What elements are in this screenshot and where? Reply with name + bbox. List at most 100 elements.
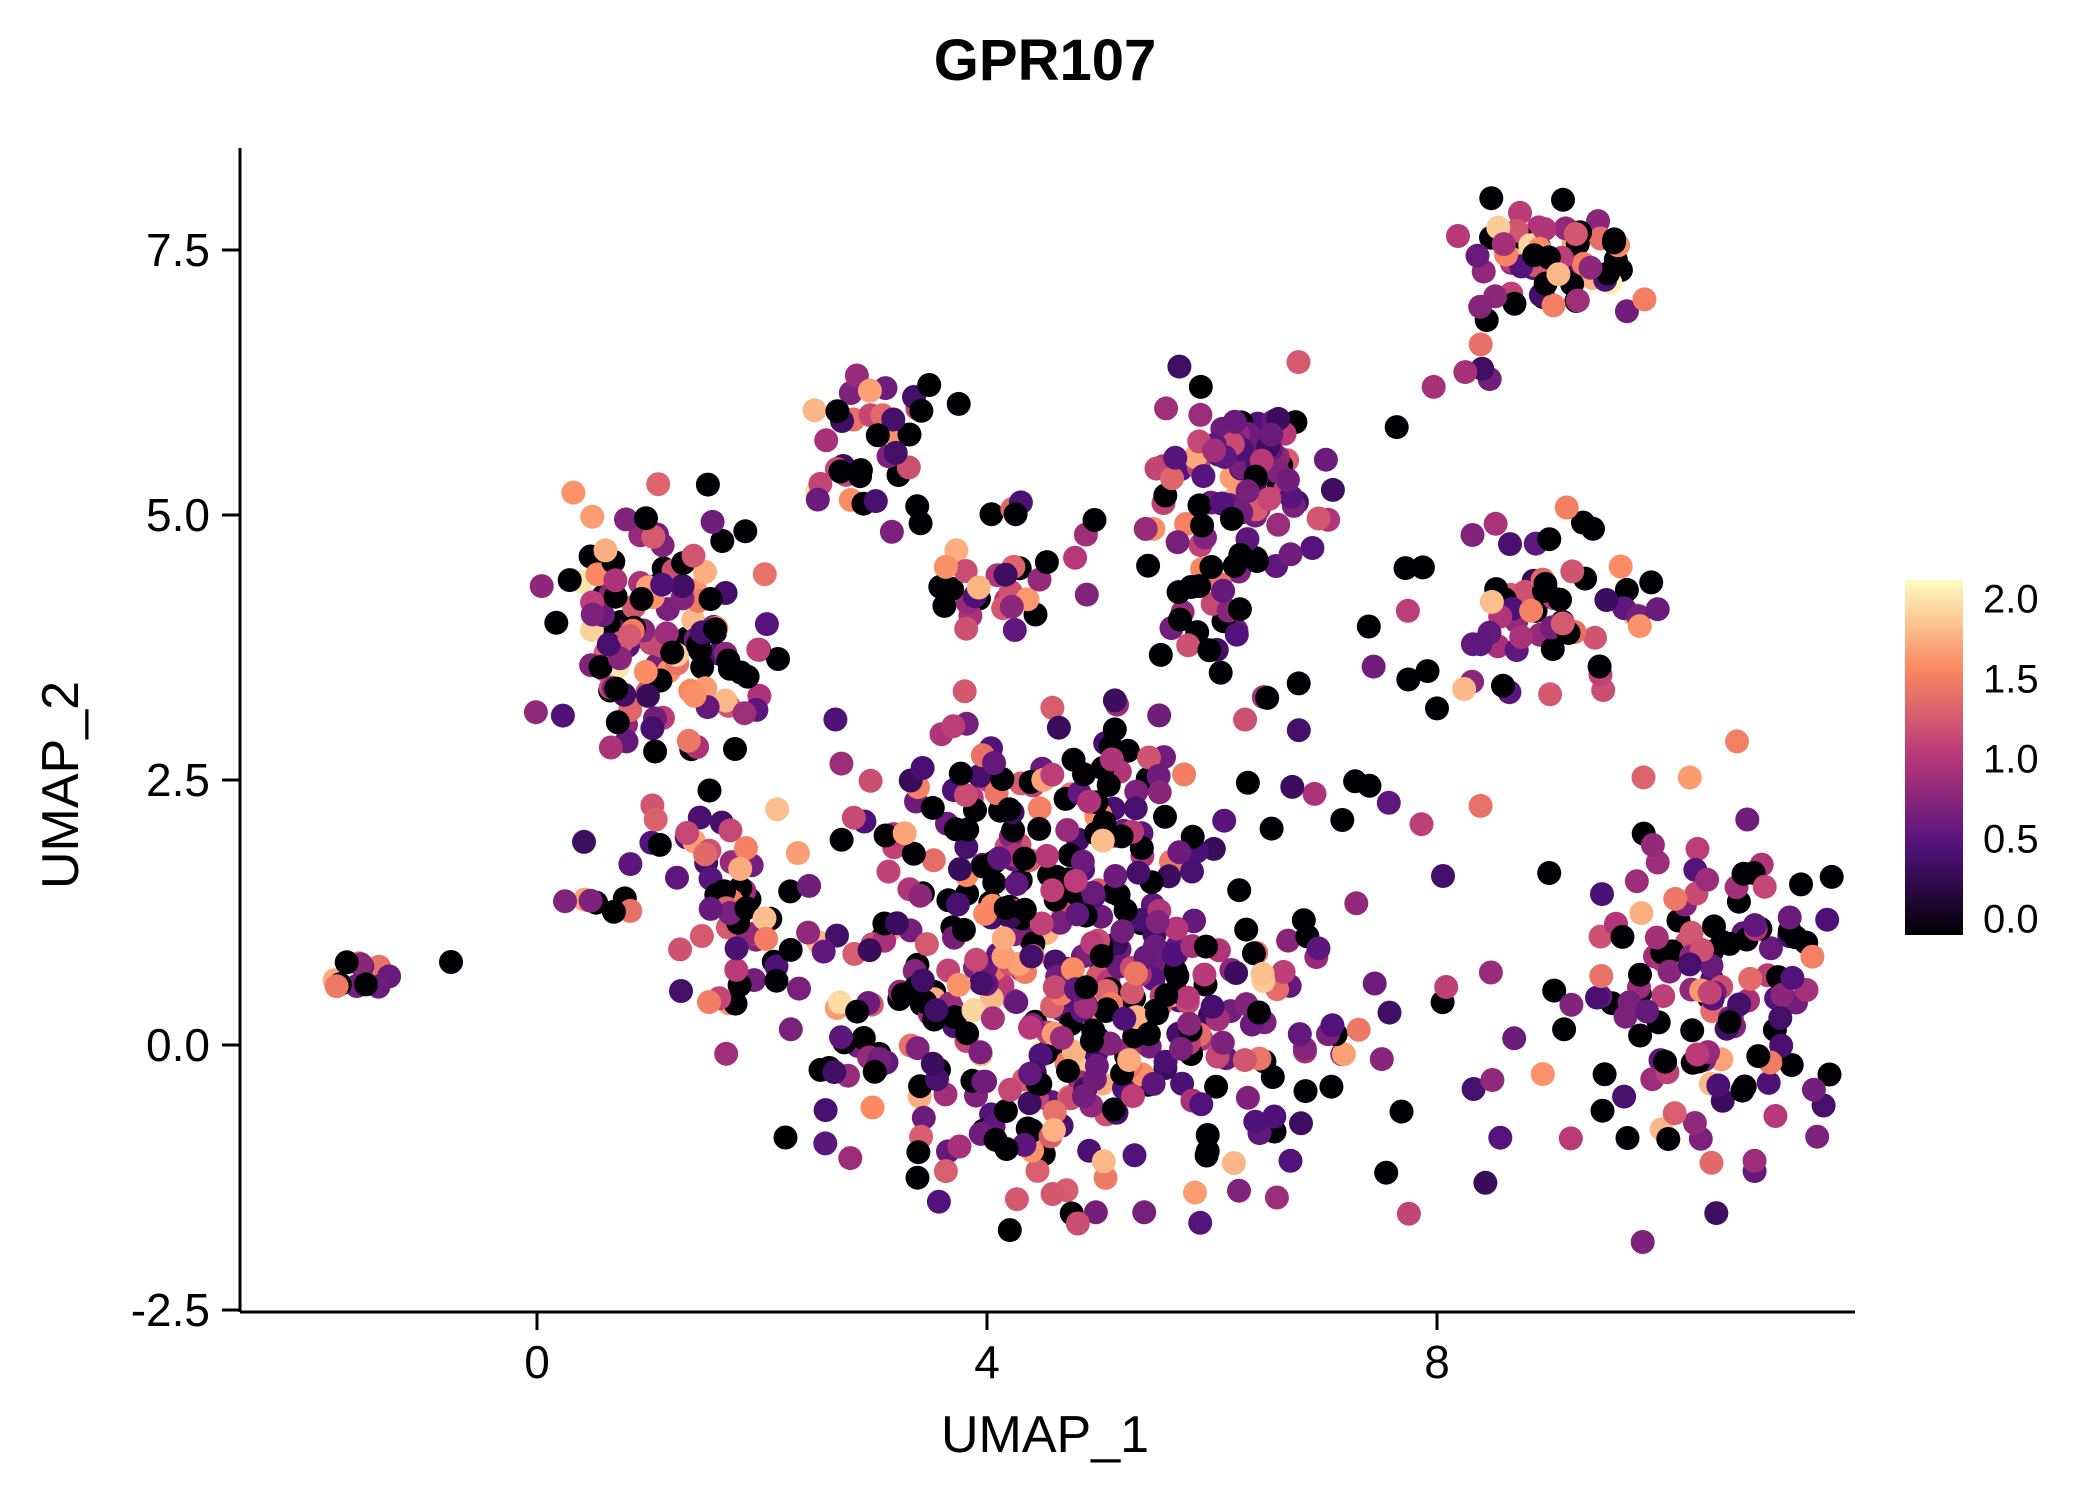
data-point [635, 683, 660, 708]
data-point [778, 1017, 803, 1042]
data-point [905, 1036, 930, 1061]
data-point [1512, 579, 1537, 604]
data-point [697, 778, 722, 803]
data-point [1330, 808, 1355, 832]
data-point [1608, 554, 1633, 579]
data-point [641, 524, 666, 549]
data-point [1508, 200, 1532, 225]
data-point [714, 1041, 739, 1066]
data-point [951, 917, 976, 942]
data-point [1293, 1079, 1318, 1104]
data-point [1120, 980, 1145, 1005]
data-point [681, 543, 706, 568]
data-point [1103, 864, 1128, 888]
data-point [640, 716, 665, 741]
data-point [1537, 527, 1562, 552]
data-point [1153, 804, 1177, 829]
data-point [1617, 990, 1642, 1015]
data-point [605, 710, 630, 735]
data-point [1735, 807, 1760, 832]
data-point [1635, 999, 1660, 1024]
data-point [954, 616, 979, 641]
data-point [1233, 707, 1258, 732]
data-point [879, 519, 904, 544]
data-point [1177, 1011, 1202, 1036]
data-point [1532, 217, 1557, 242]
data-point [603, 568, 628, 593]
data-point [785, 841, 810, 866]
data-point [947, 1134, 972, 1159]
data-point [1074, 975, 1099, 1000]
data-point [910, 756, 935, 780]
data-point [1195, 1123, 1220, 1147]
data-point [1199, 555, 1224, 579]
data-point [544, 610, 569, 635]
data-point [1250, 961, 1275, 986]
data-point [713, 688, 738, 713]
data-point [998, 1077, 1023, 1102]
data-point [1025, 1158, 1050, 1183]
data-point [933, 554, 958, 579]
data-point [1145, 909, 1170, 934]
data-point [1300, 536, 1325, 560]
data-point [618, 852, 643, 877]
data-point [1082, 508, 1107, 532]
data-point [1148, 642, 1173, 667]
data-point [892, 821, 917, 846]
data-point [1742, 1148, 1767, 1173]
data-point [1453, 360, 1478, 385]
data-point [1001, 818, 1026, 843]
data-point [439, 950, 463, 974]
data-point [1187, 493, 1212, 518]
data-point [1234, 917, 1259, 942]
data-point [689, 924, 714, 948]
data-point [1559, 992, 1584, 1017]
data-point [1012, 897, 1037, 922]
data-point [523, 700, 548, 725]
data-point [650, 572, 675, 597]
data-point [1612, 1084, 1637, 1109]
data-point [1468, 632, 1493, 657]
data-point [1614, 299, 1639, 324]
data-point [1563, 222, 1588, 246]
data-point [1706, 1073, 1731, 1098]
data-point [1286, 350, 1311, 375]
data-point [1374, 1160, 1399, 1185]
data-point [1660, 939, 1685, 964]
data-point [700, 509, 725, 534]
data-point [1109, 824, 1134, 849]
data-point [1176, 633, 1201, 658]
data-point [1768, 1006, 1793, 1030]
data-point [1742, 913, 1767, 938]
data-point [754, 612, 779, 637]
data-point [1208, 660, 1233, 685]
data-point [1589, 964, 1614, 988]
x-tick-label: 0 [524, 1336, 550, 1388]
colorbar-gradient [1905, 580, 1963, 935]
data-point [1056, 1058, 1080, 1083]
data-point [668, 937, 693, 962]
data-point [948, 761, 973, 786]
data-point [324, 974, 349, 999]
data-point [1502, 291, 1527, 316]
data-point [1581, 516, 1605, 541]
data-point [952, 679, 977, 704]
data-point [752, 906, 777, 931]
data-point [994, 1137, 1019, 1161]
data-point [1548, 587, 1572, 612]
data-point [1266, 512, 1291, 537]
data-point [1042, 1099, 1067, 1124]
data-point [1136, 553, 1161, 578]
data-point [1133, 516, 1158, 541]
data-point [1004, 1187, 1029, 1212]
data-point [857, 378, 882, 403]
data-point [1491, 673, 1515, 698]
data-point [1255, 685, 1280, 710]
data-point [909, 398, 934, 423]
data-point [1188, 1210, 1213, 1235]
data-point [848, 458, 873, 483]
data-point [1421, 374, 1446, 399]
data-point [910, 968, 935, 993]
data-point [1101, 1097, 1126, 1122]
data-point [1483, 511, 1508, 536]
